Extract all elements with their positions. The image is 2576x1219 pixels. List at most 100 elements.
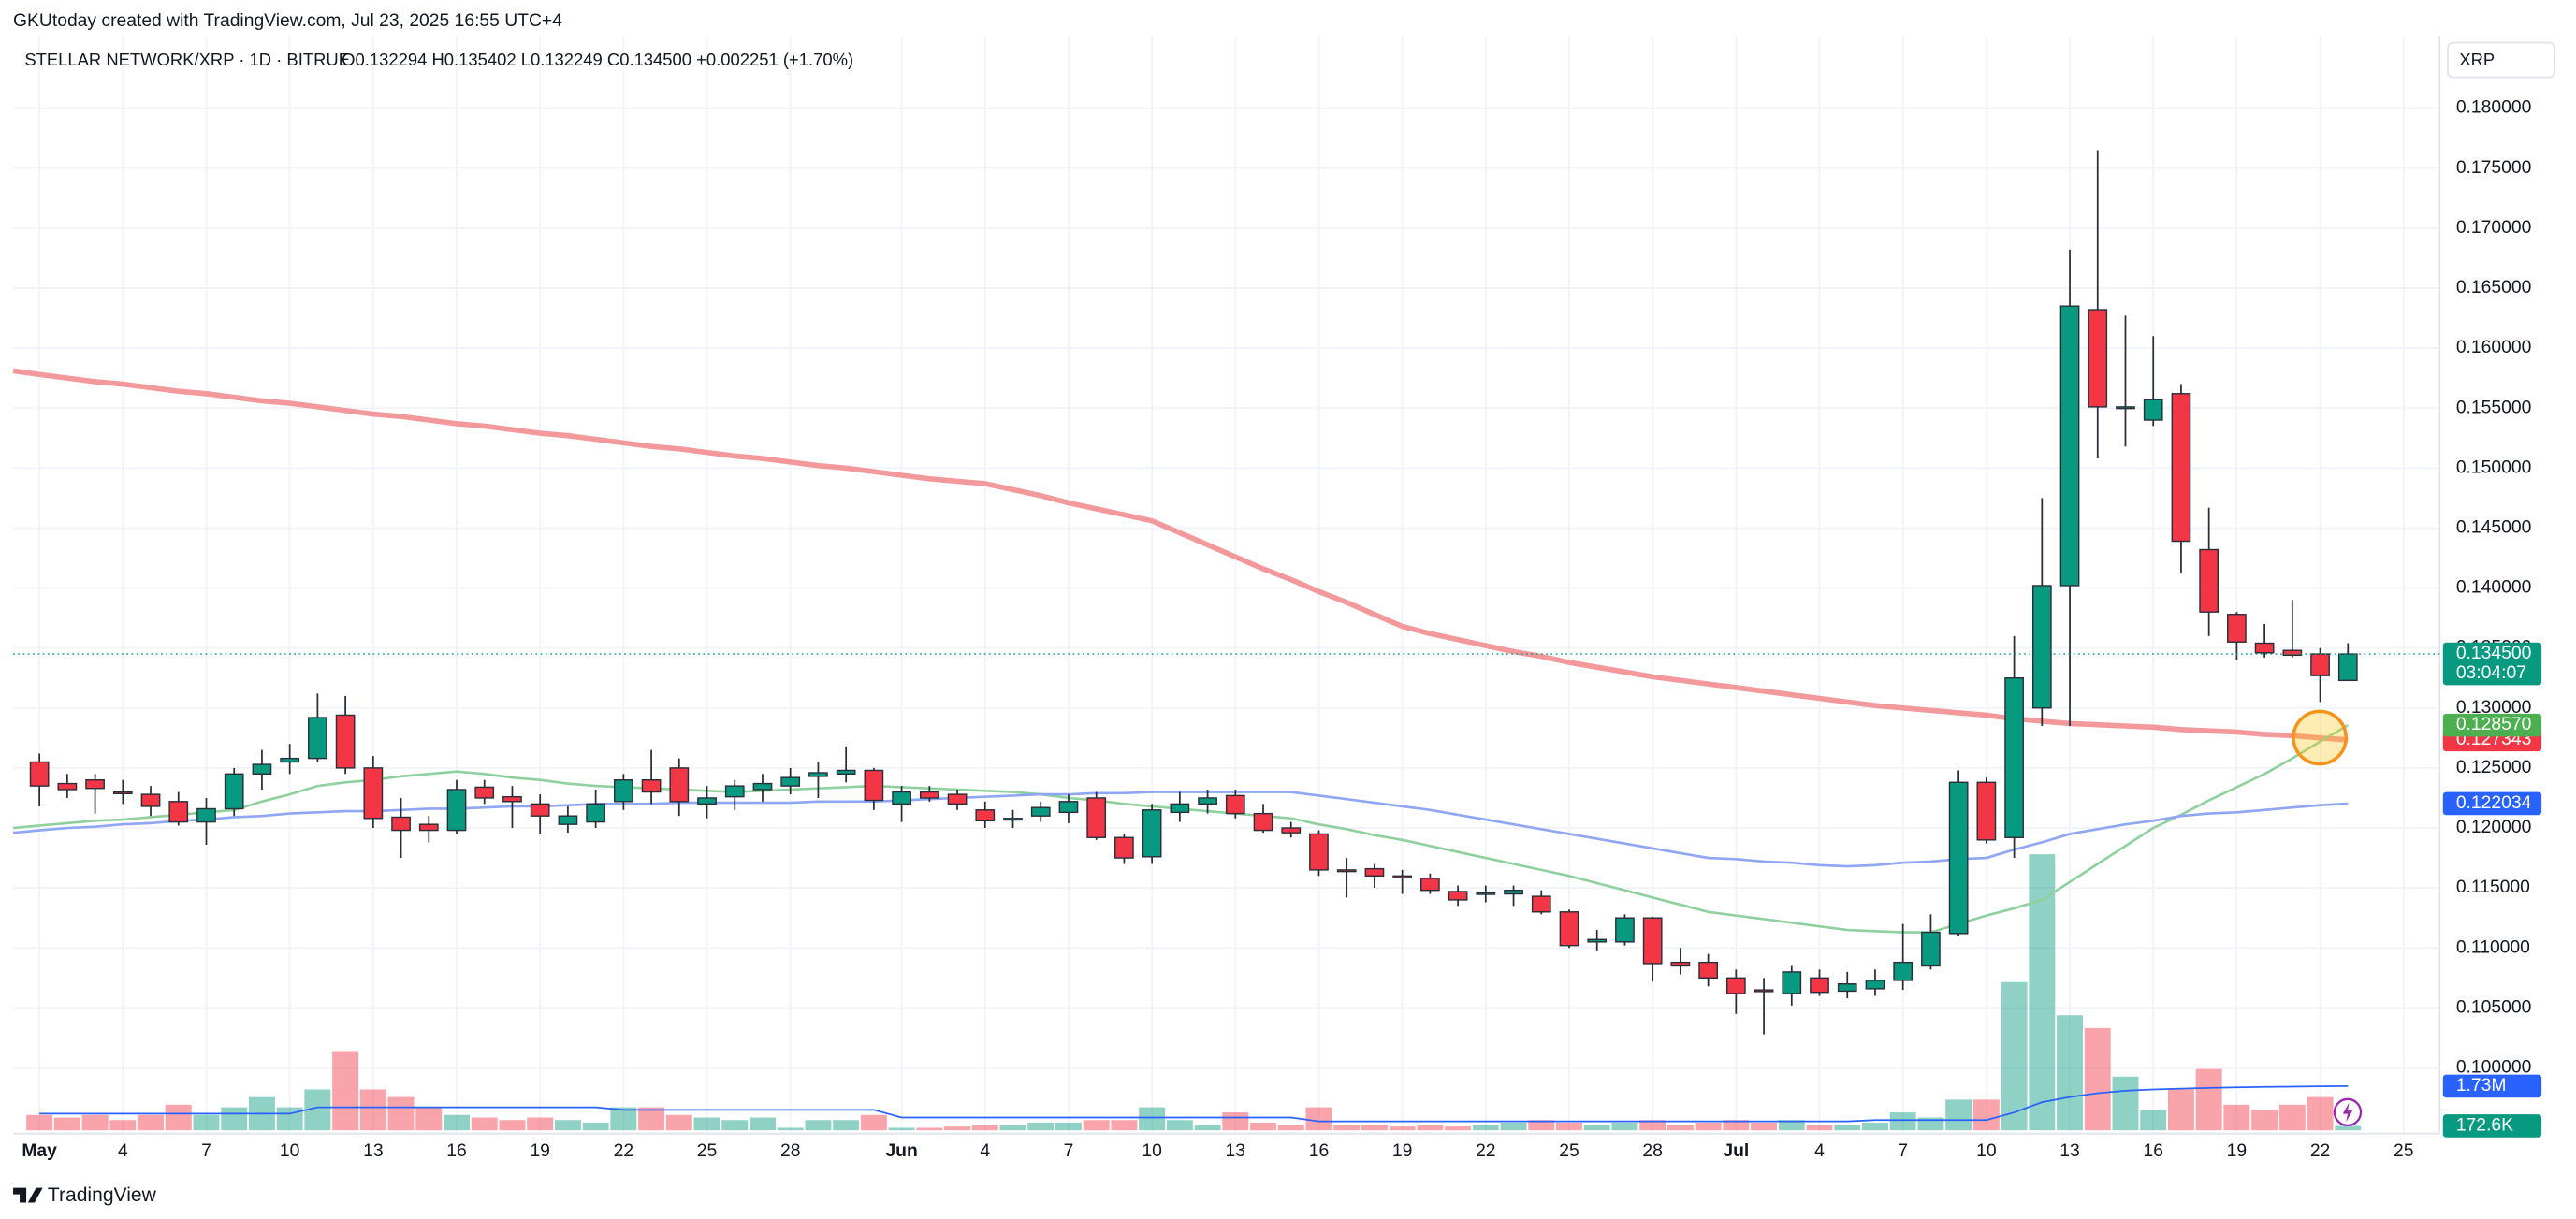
- ohlc-legend: O0.132294 H0.135402 L0.132249 C0.134500 …: [342, 50, 853, 69]
- volume-bar: [1945, 1099, 1972, 1131]
- candle-body: [140, 793, 161, 807]
- candle-body: [224, 773, 244, 810]
- volume-bar: [2084, 1027, 2111, 1131]
- axes: 0.100000 0.105000 0.110000 0.115000 0.120000…: [22, 98, 2531, 1161]
- candle-body: [2254, 642, 2275, 654]
- volume-bar: [1639, 1120, 1666, 1131]
- volume-bar: [1139, 1107, 1166, 1131]
- candle-body: [1114, 836, 1134, 859]
- candle-body: [864, 769, 884, 802]
- candle-body: [2227, 614, 2247, 643]
- candle-body: [446, 789, 467, 832]
- y-tick-label: 0.110000: [2456, 937, 2530, 957]
- candle-body: [335, 714, 356, 769]
- volume-bar: [2278, 1104, 2306, 1131]
- grid: [13, 36, 2440, 1134]
- volume-bar: [1333, 1125, 1361, 1131]
- x-tick-label: 4: [980, 1141, 990, 1161]
- x-tick-label: 19: [530, 1141, 549, 1161]
- candle-body: [2143, 399, 2163, 421]
- x-tick-label: 13: [2059, 1141, 2079, 1161]
- y-tick-label: 0.150000: [2456, 457, 2531, 477]
- x-tick-label: 22: [2310, 1141, 2330, 1161]
- candle-body: [1476, 892, 1496, 895]
- x-tick-label: 25: [1559, 1141, 1579, 1161]
- y-tick-label: 0.100000: [2456, 1058, 2531, 1078]
- x-tick-label: 25: [2394, 1141, 2413, 1161]
- volume-bar: [888, 1127, 915, 1131]
- candle-body: [558, 815, 578, 825]
- x-tick-label: 7: [1898, 1141, 1908, 1161]
- volume-bar: [1417, 1125, 1444, 1131]
- volume-bar: [2251, 1110, 2278, 1131]
- y-tick-label: 0.165000: [2456, 278, 2531, 297]
- candle-body: [1086, 797, 1107, 838]
- x-tick-label: 25: [697, 1141, 717, 1161]
- candle-body: [1058, 801, 1079, 814]
- highlight-circle: [2292, 709, 2348, 766]
- volume-bar: [2001, 981, 2028, 1131]
- candle-body: [752, 782, 773, 791]
- volume-bar: [749, 1117, 776, 1131]
- candle-body: [975, 809, 996, 822]
- candle-body: [1364, 867, 1385, 878]
- volume-bar: [1361, 1125, 1388, 1131]
- y-tick-label: 0.155000: [2456, 398, 2531, 417]
- volume-bar: [1611, 1122, 1638, 1131]
- volume-bar: [1027, 1122, 1055, 1131]
- candle-body: [808, 772, 828, 777]
- symbol: STELLAR NETWORK/XRP · 1D · BITRUE: [24, 50, 350, 69]
- candle-body: [1587, 938, 1608, 943]
- volume-bar: [53, 1117, 80, 1131]
- candle-body: [363, 767, 384, 820]
- brand-logo: TradingView: [13, 1184, 157, 1206]
- candle-body: [641, 779, 662, 793]
- volume-bar: [2112, 1076, 2139, 1131]
- currency[interactable]: XRP: [2459, 50, 2495, 69]
- candle-body: [196, 807, 216, 823]
- candle-body: [1142, 809, 1162, 858]
- volume-bar: [777, 1127, 804, 1131]
- volume-bar: [444, 1114, 470, 1131]
- volume-bar: [916, 1127, 943, 1131]
- x-tick-label: Jun: [885, 1141, 917, 1161]
- candle-body: [57, 782, 78, 791]
- candle-body: [1948, 781, 1969, 935]
- volume-bar: [221, 1107, 248, 1131]
- volume-bar: [471, 1117, 498, 1131]
- candle-body: [2004, 677, 2024, 838]
- y-tick-label: 0.115000: [2456, 878, 2530, 897]
- x-tick-label: 16: [1309, 1141, 1329, 1161]
- volume-bar: [860, 1114, 887, 1131]
- volume-bar: [2223, 1104, 2250, 1131]
- volume-bar: [693, 1117, 720, 1131]
- volume-bar: [138, 1114, 165, 1131]
- candle-body: [29, 761, 50, 787]
- x-tick-label: 10: [1976, 1141, 1996, 1161]
- candle-body: [724, 785, 745, 798]
- x-tick-label: Jul: [1723, 1141, 1749, 1161]
- y-tick-label: 0.145000: [2456, 518, 2531, 538]
- volume-bar: [2029, 854, 2056, 1131]
- x-tick-label: 22: [1476, 1141, 1495, 1161]
- candle-body: [1170, 803, 1190, 814]
- ma-value-box: [2442, 791, 2542, 816]
- price-labels: 0.13450003:04:070.1273430.1285700.122034…: [13, 642, 2542, 1138]
- volume-bar: [332, 1051, 359, 1131]
- volume-bar: [2195, 1068, 2222, 1131]
- volume-bar: [1500, 1122, 1527, 1131]
- volume-bar: [359, 1089, 386, 1131]
- volume-bar: [415, 1107, 443, 1131]
- volume-bar: [1222, 1112, 1249, 1131]
- candle-body: [2171, 393, 2191, 543]
- volume-bar: [1277, 1125, 1304, 1131]
- y-tick-label: 0.120000: [2456, 818, 2531, 837]
- currency-box[interactable]: [2447, 41, 2556, 79]
- volume-bar: [109, 1120, 137, 1131]
- x-tick-label: 10: [280, 1141, 299, 1161]
- candle-body: [2310, 653, 2330, 676]
- y-tick-label: 0.160000: [2456, 338, 2531, 357]
- candle-body: [1448, 891, 1468, 901]
- x-tick-label: 4: [118, 1141, 128, 1161]
- candle-body: [1559, 911, 1579, 947]
